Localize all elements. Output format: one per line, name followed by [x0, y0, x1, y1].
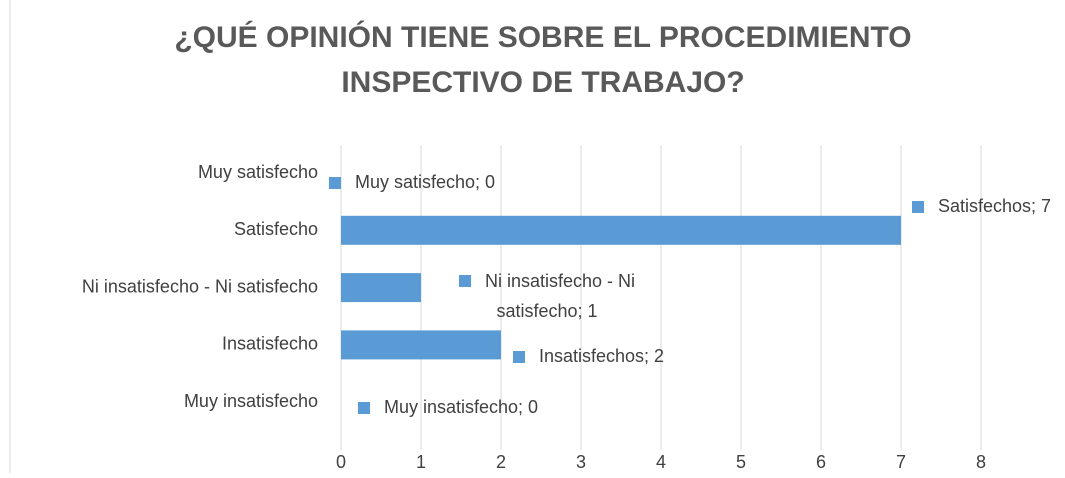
- x-tick-label: 6: [816, 452, 826, 472]
- data-label-wrap: Ni insatisfecho - Ni satisfecho; 1: [432, 266, 662, 326]
- data-label: Muy insatisfecho; 0: [384, 397, 538, 417]
- y-tick-label: Satisfecho: [234, 219, 318, 239]
- x-tick-label: 5: [736, 452, 746, 472]
- bar: [341, 330, 501, 360]
- bar: [341, 215, 901, 245]
- x-tick-label: 4: [656, 452, 666, 472]
- chart-title: INSPECTIVO DE TRABAJO?: [341, 66, 744, 99]
- data-label-box: Ni insatisfecho - Ni satisfecho; 1: [432, 266, 662, 326]
- label-key: [912, 201, 924, 213]
- y-tick-label: Ni insatisfecho - Ni satisfecho: [82, 276, 318, 296]
- chart-title: ¿QUÉ OPINIÓN TIENE SOBRE EL PROCEDIMIENT…: [174, 20, 911, 54]
- x-tick-label: 2: [496, 452, 506, 472]
- data-label: Muy satisfecho; 0: [355, 172, 495, 192]
- label-key: [513, 351, 525, 363]
- x-tick-label: 7: [896, 452, 906, 472]
- label-key: [329, 177, 341, 189]
- y-tick-label: Muy insatisfecho: [184, 391, 318, 411]
- x-tick-label: 1: [416, 452, 426, 472]
- data-label: Satisfechos; 7: [938, 196, 1051, 216]
- y-tick-label: Muy satisfecho: [198, 162, 318, 182]
- label-key: [358, 402, 370, 414]
- y-tick-label: Insatisfecho: [222, 334, 318, 354]
- x-tick-label: 0: [336, 452, 346, 472]
- x-tick-label: 3: [576, 452, 586, 472]
- label-key: [458, 275, 471, 287]
- data-label: Insatisfechos; 2: [539, 346, 664, 366]
- bar: [341, 273, 421, 303]
- x-tick-label: 8: [976, 452, 986, 472]
- data-label: Ni insatisfecho - Ni satisfecho; 1: [484, 271, 636, 321]
